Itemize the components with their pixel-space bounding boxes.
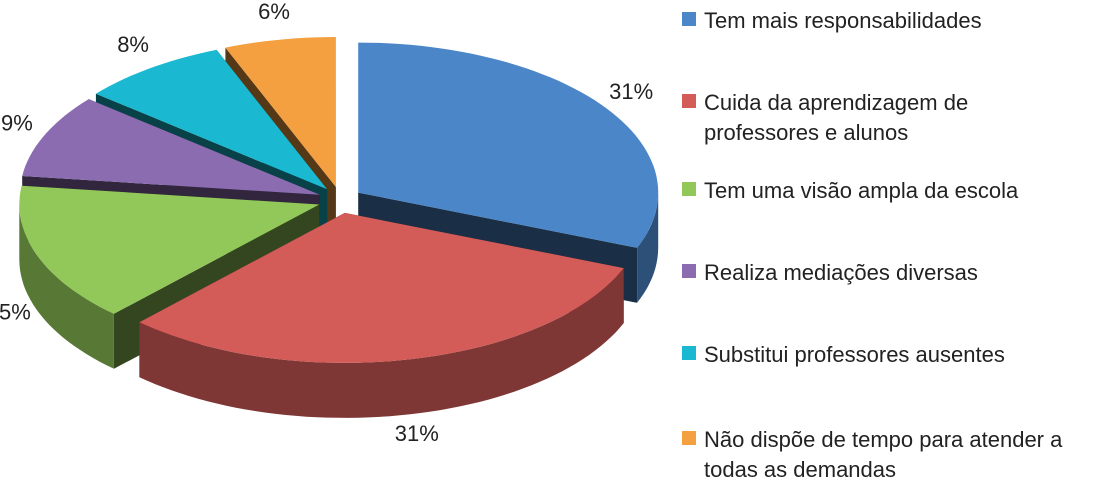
- legend-item: Tem mais responsabilidades: [682, 6, 1084, 36]
- legend-label: Tem uma visão ampla da escola: [704, 178, 1019, 203]
- legend-item: Não dispõe de tempo para atender a todas…: [682, 425, 1084, 485]
- slice-wall: [139, 268, 624, 418]
- legend-item: Cuida da aprendizagem de professores e a…: [682, 88, 1084, 148]
- legend-swatch: [682, 12, 696, 26]
- legend-label: Realiza mediações diversas: [704, 260, 978, 285]
- data-label: 9%: [1, 110, 33, 135]
- legend-label: Tem mais responsabilidades: [704, 8, 982, 33]
- legend-swatch: [682, 182, 696, 196]
- legend-label: Substitui professores ausentes: [704, 342, 1005, 367]
- slice-wall: [19, 204, 114, 369]
- pie-chart: 31% 31% 15% 9% 8% 6%: [0, 0, 659, 446]
- data-label: 31%: [609, 79, 653, 104]
- legend-item: Realiza mediações diversas: [682, 258, 1084, 288]
- legend-item: Substitui professores ausentes: [682, 340, 1084, 370]
- slice: [139, 212, 624, 418]
- slice-top: [358, 42, 659, 248]
- legend-item: Tem uma visão ampla da escola: [682, 176, 1084, 206]
- slice-top: [95, 49, 328, 190]
- legend-swatch: [682, 431, 696, 445]
- data-label: 6%: [258, 0, 290, 24]
- legend-label: Cuida da aprendizagem de professores e a…: [704, 90, 969, 145]
- slice-top: [19, 185, 320, 314]
- slice-top: [22, 99, 320, 195]
- data-label: 8%: [117, 32, 149, 57]
- legend-label: Não dispõe de tempo para atender a todas…: [704, 427, 1063, 482]
- legend-swatch: [682, 346, 696, 360]
- data-label: 31%: [395, 421, 439, 446]
- legend-swatch: [682, 94, 696, 108]
- data-label: 15%: [0, 300, 31, 325]
- slice-top: [139, 212, 624, 363]
- slice-top: [225, 37, 336, 187]
- legend-swatch: [682, 264, 696, 278]
- slice-wall: [637, 192, 659, 303]
